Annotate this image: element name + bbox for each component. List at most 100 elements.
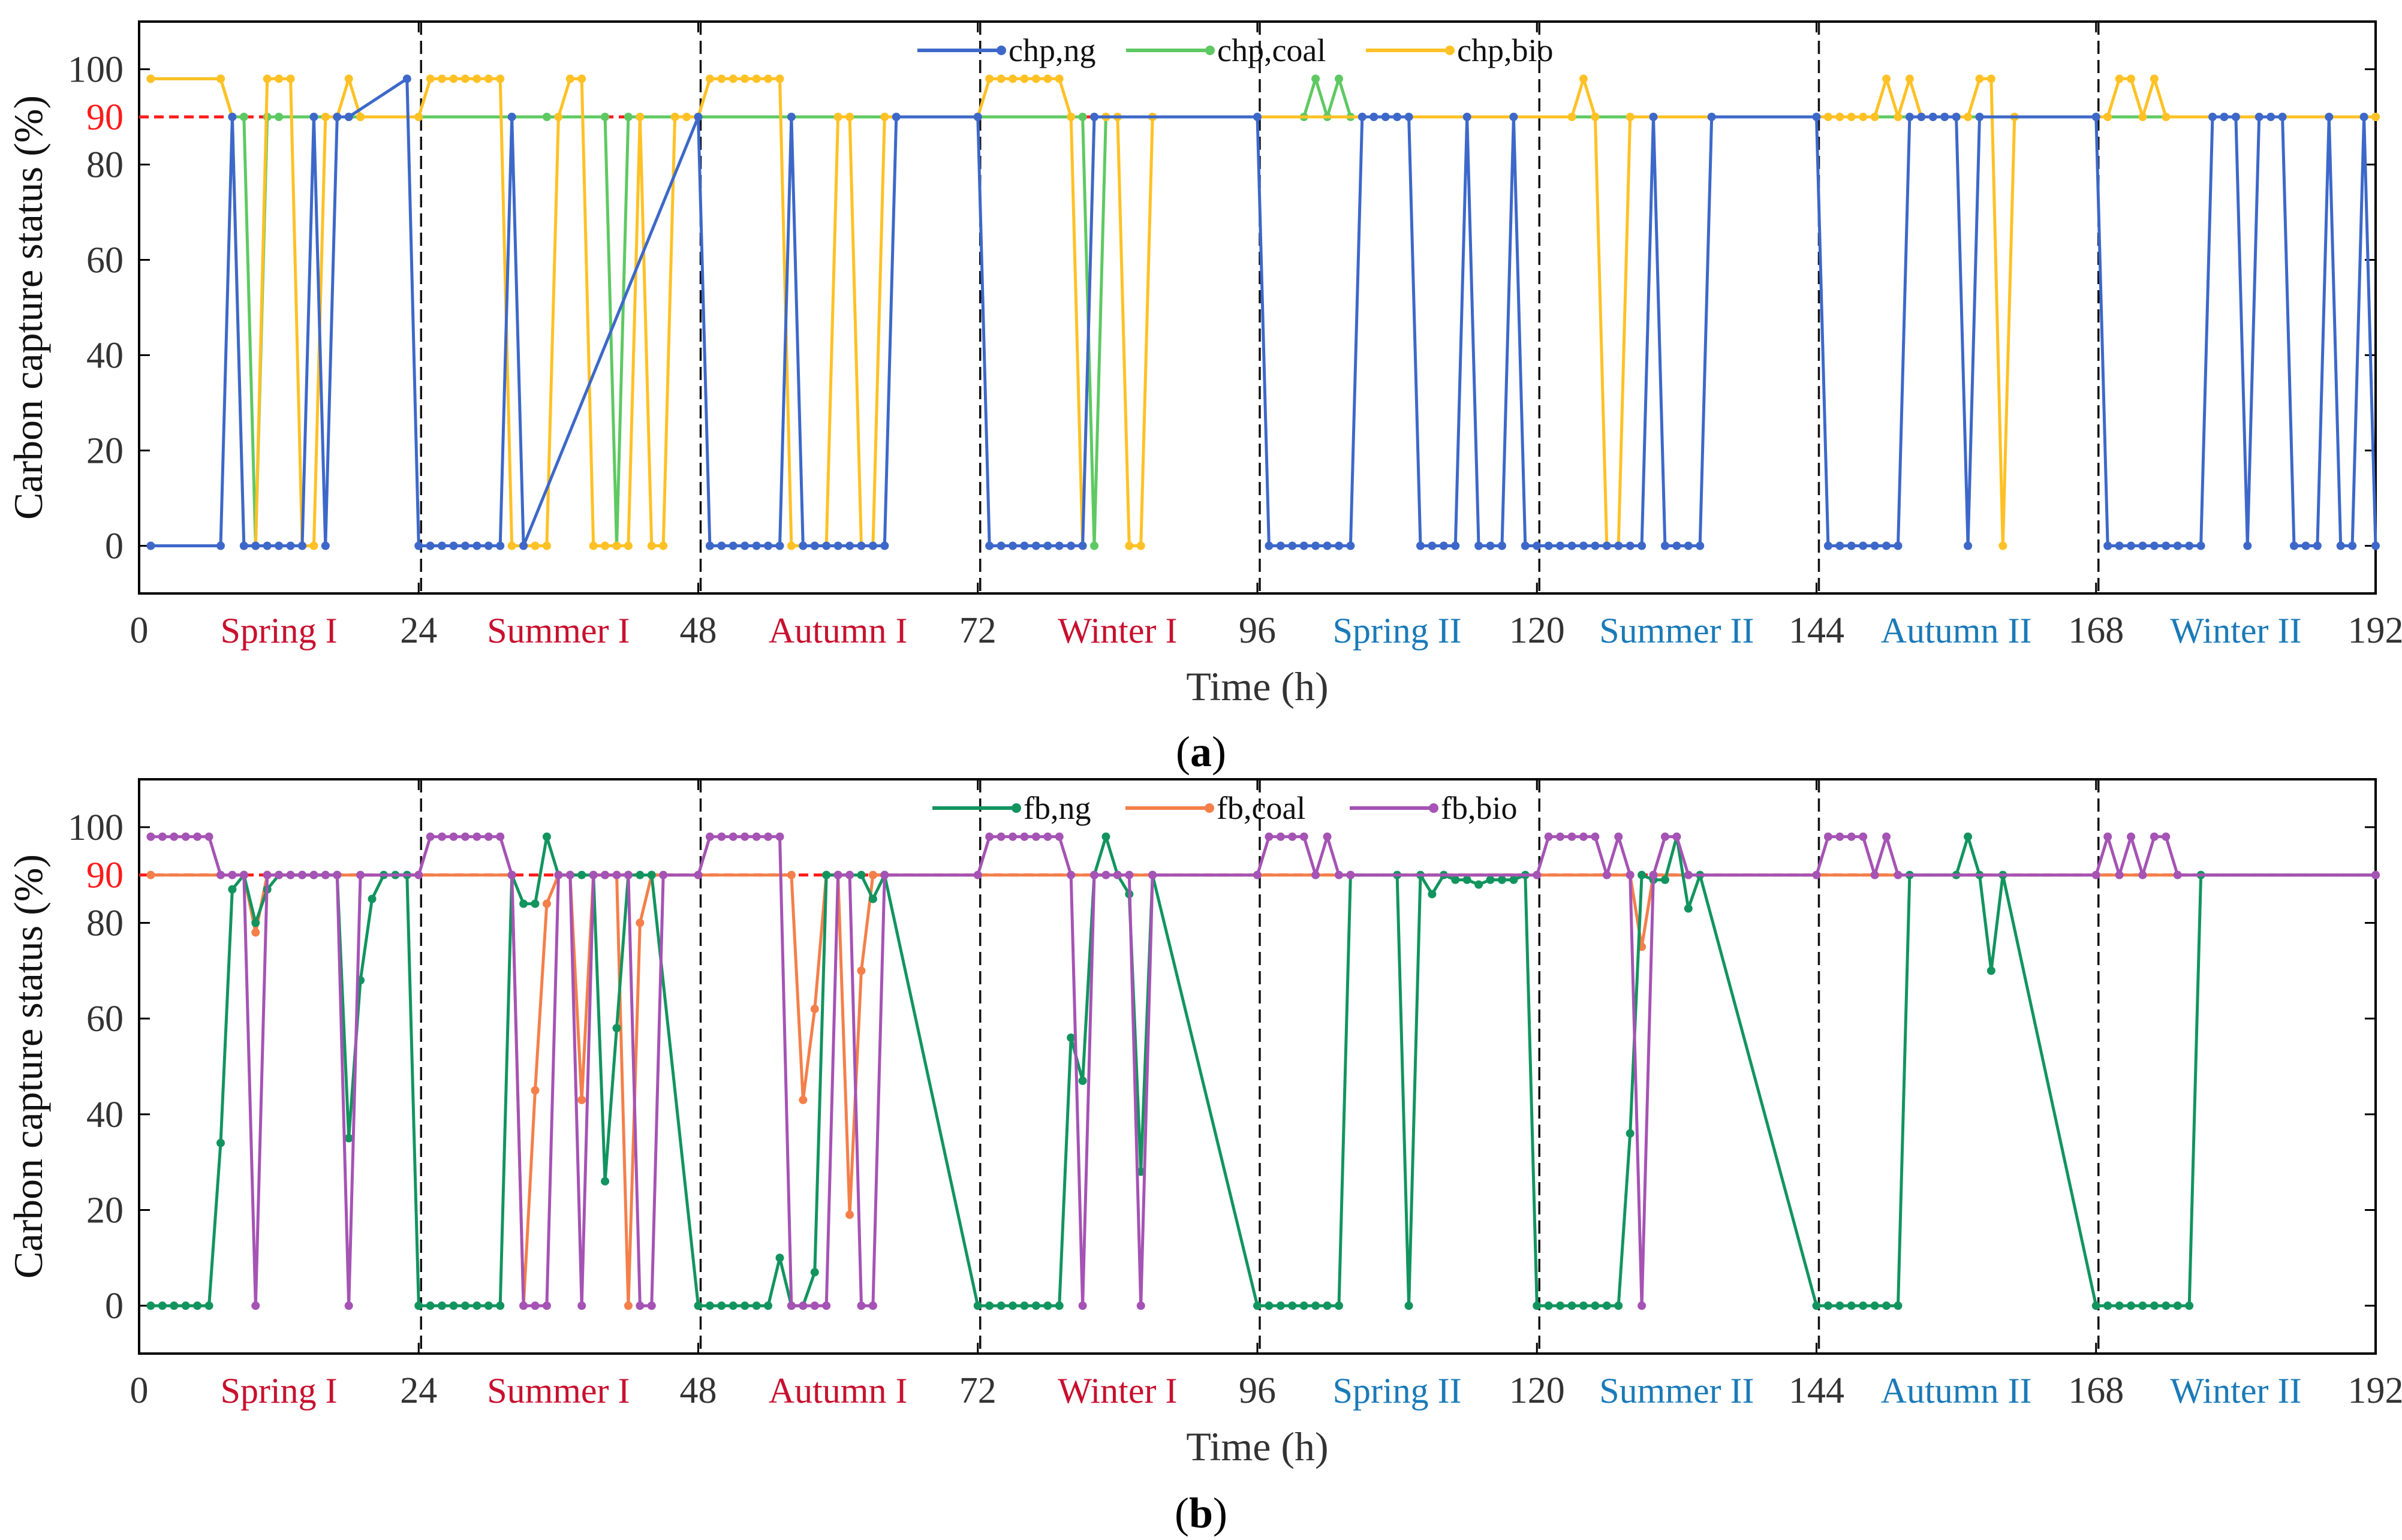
point-fb-ng-70 (1078, 1076, 1087, 1085)
point-chp-bio-40 (717, 74, 726, 83)
point-fb-bio-17 (344, 1301, 353, 1310)
point-chp-ng-70 (1451, 541, 1460, 550)
point-chp-ng-29 (752, 541, 761, 550)
point-fb-bio-77 (1288, 832, 1297, 841)
point-chp-bio-16 (438, 74, 447, 83)
point-chp-ng-112 (2138, 541, 2147, 550)
point-chp-bio-25 (542, 541, 551, 550)
point-chp-ng-46 (1020, 541, 1029, 550)
point-chp-ng-87 (1649, 113, 1658, 121)
panel-a-chart: 0 20 40 60 80 100 0 24 48 72 96 120 144 168 192 Spring … (5, 20, 2402, 709)
point-chp-bio-0 (146, 74, 155, 83)
point-fb-bio-113 (2371, 870, 2380, 879)
point-chp-ng-110 (2115, 541, 2124, 550)
point-fb-bio-65 (1055, 832, 1064, 841)
point-chp-bio-26 (554, 113, 563, 121)
point-chp-ng-25 (705, 541, 714, 550)
point-fb-bio-56 (868, 1301, 877, 1310)
legend-marker-fb-ng (1012, 803, 1021, 813)
point-fb-ng-58 (857, 870, 866, 879)
point-chp-ng-104 (1940, 113, 1949, 121)
point-chp-ng-118 (2208, 113, 2217, 121)
season-label-autumn-ii: Autumn II (1881, 611, 2032, 650)
point-chp-ng-72 (1474, 541, 1483, 550)
point-chp-bio-68 (1125, 541, 1134, 550)
point-fb-coal-16 (636, 918, 645, 927)
point-chp-ng-60 (1334, 541, 1343, 550)
point-chp-ng-55 (1276, 541, 1285, 550)
point-chp-bio-50 (833, 113, 842, 121)
point-fb-bio-109 (2138, 870, 2147, 879)
point-fb-ng-29 (484, 1301, 493, 1310)
point-chp-ng-51 (1078, 541, 1087, 550)
point-fb-bio-15 (321, 870, 330, 879)
point-chp-ng-3 (239, 541, 248, 550)
point-chp-ng-86 (1638, 541, 1647, 550)
y-tick-label-100: 100 (68, 50, 124, 91)
point-fb-ng-23 (414, 1301, 423, 1310)
point-chp-ng-80 (1567, 541, 1576, 550)
point-chp-ng-111 (2127, 541, 2136, 550)
point-fb-ng-82 (1311, 1301, 1320, 1310)
point-chp-ng-124 (2278, 113, 2287, 121)
point-fb-bio-6 (216, 870, 225, 879)
series-line-fb-bio (150, 835, 2376, 1307)
point-chp-ng-115 (2173, 541, 2182, 550)
point-fb-bio-86 (1567, 832, 1576, 841)
point-chp-ng-75 (1509, 113, 1518, 121)
point-chp-bio-41 (729, 74, 738, 83)
y-tick-label-80: 80 (86, 145, 124, 186)
point-chp-bio-61 (1043, 74, 1052, 83)
season-label-summer-ii: Summer II (1599, 1371, 1754, 1411)
point-fb-bio-44 (729, 832, 738, 841)
x-tick-label-24: 24 (400, 610, 437, 651)
point-fb-bio-36 (612, 870, 621, 879)
point-chp-bio-32 (624, 541, 633, 550)
point-chp-bio-21 (496, 74, 505, 83)
point-fb-coal-24 (845, 1210, 854, 1219)
point-chp-ng-99 (1882, 541, 1891, 550)
point-fb-bio-19 (414, 870, 423, 879)
point-chp-ng-48 (1043, 541, 1052, 550)
point-fb-bio-67 (1078, 1301, 1087, 1310)
legend-label-fb-bio: fb,bio (1441, 790, 1518, 826)
point-chp-bio-79 (1847, 113, 1856, 121)
point-fb-ng-45 (705, 1301, 714, 1310)
point-fb-ng-100 (1556, 1301, 1565, 1310)
point-fb-ng-99 (1544, 1301, 1553, 1310)
point-chp-ng-117 (2196, 541, 2205, 550)
point-fb-ng-5 (204, 1301, 213, 1310)
point-chp-bio-43 (752, 74, 761, 83)
point-fb-ng-69 (1067, 1033, 1076, 1042)
point-chp-ng-28 (741, 541, 750, 550)
point-chp-ng-122 (2254, 113, 2263, 121)
point-chp-ng-98 (1870, 541, 1879, 550)
point-fb-ng-33 (531, 899, 540, 908)
point-fb-bio-89 (1602, 870, 1611, 879)
point-chp-bio-99 (2150, 74, 2159, 83)
point-chp-bio-19 (472, 74, 481, 83)
point-chp-ng-105 (1952, 113, 1961, 121)
point-fb-ng-68 (1055, 1301, 1064, 1310)
point-fb-bio-52 (822, 1301, 831, 1310)
x-tick-label-144: 144 (1789, 1370, 1844, 1411)
point-fb-bio-90 (1614, 832, 1623, 841)
point-fb-bio-34 (589, 870, 598, 879)
point-fb-bio-97 (1812, 870, 1821, 879)
point-fb-ng-135 (2185, 1301, 2194, 1310)
point-chp-ng-74 (1497, 541, 1506, 550)
point-chp-ng-6 (275, 541, 284, 550)
point-chp-ng-11 (333, 113, 342, 121)
point-fb-bio-33 (577, 1301, 586, 1310)
y-tick-label-0: 0 (105, 526, 124, 567)
point-chp-ng-2 (228, 113, 237, 121)
point-chp-ng-69 (1439, 541, 1448, 550)
point-chp-bio-9 (309, 541, 318, 550)
point-chp-ng-128 (2325, 113, 2334, 121)
point-chp-ng-109 (2103, 541, 2112, 550)
point-fb-bio-93 (1649, 870, 1658, 879)
point-fb-ng-55 (822, 870, 831, 879)
point-chp-ng-16 (438, 541, 447, 550)
point-chp-ng-8 (297, 541, 306, 550)
